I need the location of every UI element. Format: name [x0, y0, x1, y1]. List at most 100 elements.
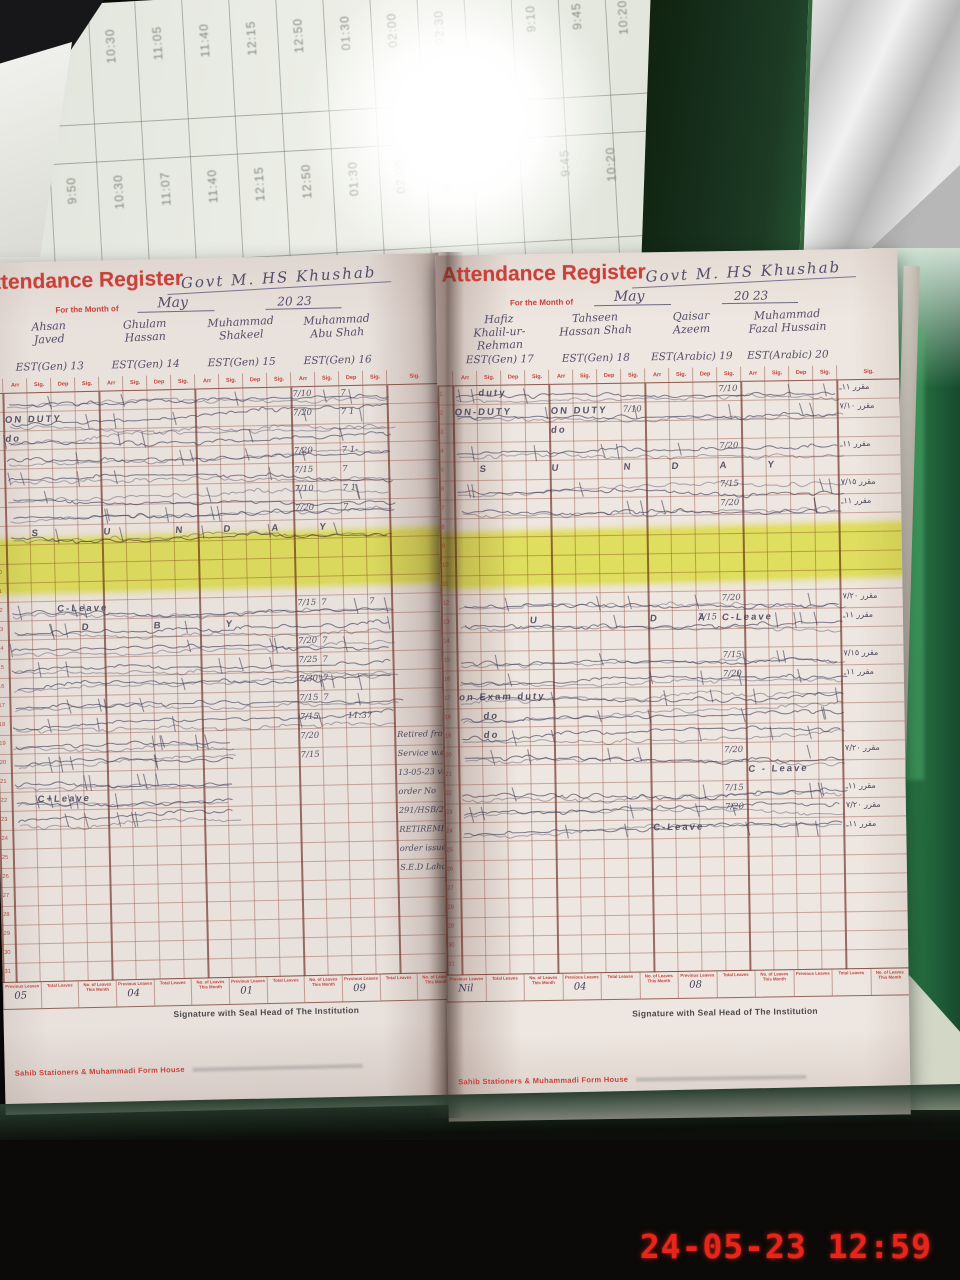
month-label: For the Month of: [55, 304, 119, 315]
timetable-time-label: 10:30: [110, 173, 127, 210]
annotation-urdu: مقرر ٧/١٥: [840, 476, 876, 487]
annotation-ink: 7 1: [342, 482, 357, 494]
publisher: Sahib Stationers & Muhammadi Form House: [14, 1064, 185, 1078]
annotation-caps: C-Leave: [56, 602, 109, 615]
camera-timestamp: 24-05-23 12:59: [639, 1227, 932, 1266]
annotation-ink: 7/15: [294, 464, 314, 476]
annotation-ink: 7/15: [722, 649, 742, 661]
annotation-ink: 7/20: [300, 730, 320, 742]
annotation-caps: S: [31, 528, 41, 540]
year-value: 20 23: [265, 293, 342, 310]
column-subheader: Sig.: [265, 372, 292, 387]
annotation-ink: 7/20: [292, 407, 313, 419]
timetable-time-label: 9:50: [63, 176, 80, 205]
annotation-ink: 7/10: [622, 404, 642, 415]
leaves-summary-value: 04: [127, 987, 141, 1000]
row-serial-number: 29: [3, 930, 11, 938]
column-subheader: Arr: [548, 369, 574, 384]
row-serial-number: 24: [1, 835, 8, 843]
row-serial-number: 15: [0, 664, 5, 672]
leaves-summary-label: No. of Leaves This Month: [191, 977, 230, 1005]
grid-line: [170, 390, 185, 979]
grid-line: [788, 381, 799, 971]
grid-line: [524, 385, 535, 975]
annotation-ink: 7: [340, 388, 346, 399]
annotation-caps: U: [103, 526, 113, 538]
annotation-urdu: مقرر ١١ـ: [840, 438, 871, 449]
leaves-summary-label: No. of Leaves This Month: [639, 971, 678, 999]
column-subheader: Sig.: [74, 376, 100, 392]
annotation-ink: 7/20: [720, 497, 740, 509]
timetable-time-label: 12:15: [251, 166, 268, 202]
annotation-ink: 7/15: [719, 478, 740, 490]
annotation-urdu: مقرر ٧/٢٠: [844, 742, 880, 753]
leaves-summary-label: Total Leaves: [600, 972, 640, 1000]
page-title: Attendance Register: [0, 266, 184, 295]
column-subheader: Sig.: [169, 374, 196, 390]
teacher-designation: EST(Gen) 14: [111, 357, 180, 372]
leaves-summary-value: 01: [240, 985, 254, 997]
publisher-fineprint: [636, 1074, 807, 1082]
annotation-caps: D: [671, 460, 681, 473]
annotation-ink: 7/10: [292, 388, 312, 400]
annotation-ink: 7/10: [718, 383, 738, 395]
annotation-caps: duty: [477, 387, 507, 400]
teacher-name: Muhammad Shakeel: [207, 313, 275, 343]
row-serial-number: 12: [0, 607, 3, 615]
leaves-summary-label: Total Leaves: [379, 973, 418, 1001]
column-subheader: Sig.: [313, 371, 340, 386]
leaves-summary-label: Total Leaves: [40, 981, 79, 1009]
teacher-designation: EST(Gen) 17: [465, 353, 535, 367]
column-subheader: Dep: [337, 370, 364, 386]
grid-line: [386, 385, 402, 975]
annotation-ink: 7/15: [299, 711, 319, 723]
annotation-caps: C-Leave: [652, 821, 705, 834]
annotation-ink: 7 1-: [341, 444, 359, 456]
annotation-ink: 7/15: [299, 692, 319, 704]
column-subheader: Sig.: [26, 377, 52, 393]
annotation-caps: Y: [767, 459, 777, 471]
teacher-name: Muhammad Fazal Hussain: [748, 306, 827, 336]
row-serial-number: 23: [0, 816, 8, 824]
annotation-ink: 7/25: [298, 654, 318, 666]
annotation-urdu: مقرر ٧/١٥: [843, 647, 879, 658]
timetable-gridline: [228, 0, 246, 296]
leaves-summary-label: Total Leaves: [153, 978, 192, 1006]
annotation-ink: 7: [322, 673, 329, 684]
annotation-ink: 7/30: [298, 673, 319, 685]
column-subheader: Sig.: [121, 375, 148, 391]
row-serial-number: 22: [0, 797, 8, 805]
timetable-time-label: 11:40: [196, 22, 213, 58]
column-subheader: Sig.: [668, 367, 694, 383]
annotation-caps: D: [649, 613, 660, 625]
column-subheader: Sig.: [476, 370, 502, 386]
annotation-ink: 7/20: [297, 635, 318, 647]
column-subheader: Arr: [193, 373, 220, 389]
annotation-caps: B: [153, 620, 163, 632]
timetable-gridline: [134, 1, 152, 301]
annotation-ink: 7/20: [293, 445, 313, 457]
leaves-summary-label: No. of Leaves This Month: [303, 975, 343, 1003]
annotation-caps: ON DUTY: [550, 404, 608, 417]
standing-green-register: [641, 0, 813, 260]
annotation-urdu: مقرر ٧/١٠: [839, 400, 875, 411]
annotation-caps: N: [623, 461, 633, 473]
leaves-summary-value: 08: [689, 979, 703, 991]
annotation-ink: 7: [342, 464, 348, 475]
annotation-caps: C+Leave: [37, 792, 92, 806]
teacher-name: Tahseen Hassan Shah: [558, 310, 633, 339]
column-subheader: Dep: [145, 375, 172, 390]
teacher-designation: EST(Arabic) 19: [650, 350, 733, 364]
annotation-ink: 11:37: [347, 710, 373, 722]
teacher-designation: EST(Arabic) 20: [746, 348, 829, 362]
annotation-urdu: مقرر ١١ـ: [843, 666, 874, 677]
row-serial-number: 26: [2, 873, 9, 881]
annotation-urdu: مقرر ١١ـ: [839, 381, 870, 392]
page-title: Attendance Register: [441, 260, 646, 287]
column-subheader: Arr: [644, 368, 670, 383]
grid-line: [146, 390, 161, 980]
leaves-summary-label: No. of Leaves This Month: [78, 980, 117, 1008]
annotation-ink: 7/15: [297, 597, 317, 609]
grid-line: [362, 385, 377, 975]
